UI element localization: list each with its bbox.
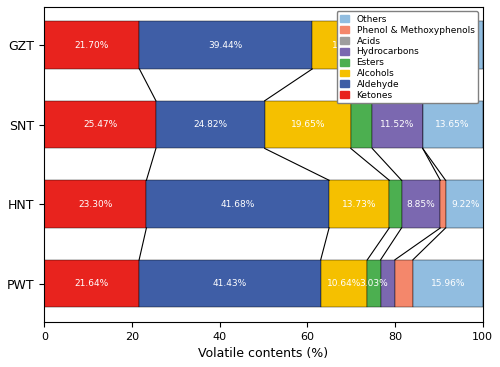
Text: 25.47%: 25.47% [83, 120, 117, 129]
Text: 23.30%: 23.30% [78, 200, 112, 208]
Text: 13.73%: 13.73% [342, 200, 376, 208]
Text: 3.03%: 3.03% [360, 279, 388, 288]
Text: 9.22%: 9.22% [452, 200, 480, 208]
Text: 11.52%: 11.52% [380, 120, 414, 129]
Text: 39.44%: 39.44% [208, 41, 243, 50]
Bar [440, 21, 482, 69]
Legend: Others, Phenol & Methoxyphenols, Acids, Hydrocarbons, Esters, Alcohols, Aldehyde: Others, Phenol & Methoxyphenols, Acids, … [336, 11, 478, 103]
Text: 9.78%: 9.78% [446, 41, 476, 50]
Bar [446, 180, 486, 228]
Bar [440, 180, 446, 228]
Text: 19.65%: 19.65% [290, 120, 325, 129]
Text: 15.96%: 15.96% [430, 279, 465, 288]
Text: 16.79%: 16.79% [332, 41, 366, 50]
Text: 41.68%: 41.68% [220, 200, 255, 208]
Bar [396, 21, 440, 69]
Text: 8.85%: 8.85% [406, 200, 436, 208]
Bar [351, 101, 372, 149]
Bar [44, 180, 146, 228]
Text: 21.64%: 21.64% [74, 279, 109, 288]
Text: 21.70%: 21.70% [74, 41, 109, 50]
Text: 24.82%: 24.82% [193, 120, 228, 129]
Text: 13.65%: 13.65% [436, 120, 470, 129]
Text: 10.64%: 10.64% [327, 279, 361, 288]
Bar [380, 260, 395, 308]
Bar [372, 101, 422, 149]
Bar [320, 260, 368, 308]
Bar [368, 260, 380, 308]
Bar [395, 260, 413, 308]
Text: 41.43%: 41.43% [213, 279, 247, 288]
Bar [329, 180, 389, 228]
Bar [146, 180, 329, 228]
Bar [44, 260, 139, 308]
Bar [312, 21, 386, 69]
Bar [413, 260, 483, 308]
Bar [139, 260, 320, 308]
Bar [156, 101, 264, 149]
Bar [402, 180, 440, 228]
Bar [389, 180, 402, 228]
Bar [44, 21, 140, 69]
X-axis label: Volatile contents (%): Volatile contents (%) [198, 347, 328, 360]
Bar [140, 21, 312, 69]
Bar [264, 101, 351, 149]
Bar [386, 21, 396, 69]
Bar [44, 101, 156, 149]
Bar [422, 101, 482, 149]
Text: 10.14%: 10.14% [400, 41, 434, 50]
